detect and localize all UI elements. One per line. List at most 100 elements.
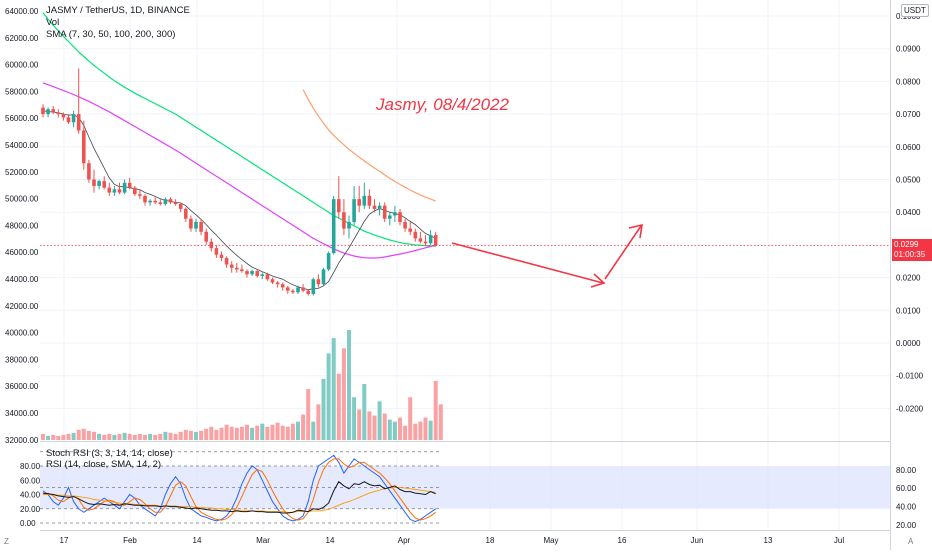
- volume-label[interactable]: Vol: [46, 17, 60, 28]
- candle-body: [347, 222, 351, 229]
- left-axis-tick: 32000.00: [5, 436, 39, 445]
- right-axis-tick: 0.0500: [896, 176, 921, 185]
- candle-body: [107, 187, 112, 193]
- candle-body: [204, 231, 208, 242]
- volume-bar: [341, 348, 346, 440]
- candle-body: [428, 235, 433, 244]
- osc-right-tick: 40.00: [896, 503, 917, 512]
- candle-body: [41, 107, 45, 115]
- left-price-axis: 64000.00 62000.00 60000.00 58000.00 56000.00…: [5, 7, 39, 445]
- volume-bar: [408, 397, 413, 440]
- volume-bar: [270, 424, 275, 440]
- osc-right-tick: 20.00: [896, 521, 917, 530]
- symbol-title[interactable]: JASMY / TetherUS, 1D, BINANCE: [46, 5, 190, 16]
- candle-body: [250, 271, 254, 275]
- candle-body: [168, 199, 173, 203]
- right-price-axis[interactable]: 0.10000.09000.08000.07000.06000.05000.04…: [896, 12, 924, 413]
- volume-bar: [173, 433, 178, 440]
- annotation-text[interactable]: Jasmy, 08/4/2022: [375, 95, 509, 114]
- volume-bar: [372, 415, 377, 440]
- candle-body: [357, 199, 361, 206]
- volume-bars: [41, 330, 443, 440]
- volume-bar: [158, 433, 163, 440]
- left-axis-tick: 62000.00: [5, 34, 39, 43]
- candle-body: [306, 290, 310, 294]
- sma-label[interactable]: SMA (7, 30, 50, 100, 200, 300): [46, 29, 176, 40]
- left-axis-tick: 40000.00: [5, 329, 39, 338]
- volume-bar: [178, 431, 183, 440]
- candle-body: [270, 279, 275, 283]
- currency-badge[interactable]: USDT: [901, 4, 929, 17]
- candle-body: [423, 241, 428, 244]
- time-axis-tick: Feb: [123, 536, 137, 545]
- volume-bar: [137, 433, 142, 440]
- candle-body: [255, 271, 259, 276]
- volume-bar: [250, 427, 255, 440]
- volume-bar: [188, 430, 193, 440]
- left-axis-tick: 54000.00: [5, 141, 39, 150]
- volume-bar: [224, 424, 229, 440]
- candle-body: [240, 269, 244, 272]
- volume-bar: [428, 420, 433, 440]
- left-axis-tick: 58000.00: [5, 87, 39, 96]
- forecast-arrows: [451, 223, 643, 288]
- volume-bar: [92, 431, 96, 440]
- candle-body: [97, 181, 101, 187]
- time-axis-tick: Jun: [691, 536, 704, 545]
- volume-bar: [81, 428, 86, 440]
- time-axis[interactable]: 17 Feb 14 Mar 14 Apr 18 May 16 Jun 13 Jul: [60, 536, 845, 545]
- volume-bar: [245, 424, 249, 440]
- sma100-line: [42, 82, 436, 259]
- candle-body: [301, 287, 305, 291]
- left-axis-tick: 42000.00: [5, 302, 39, 311]
- last-price-value: 0.0299: [894, 240, 919, 249]
- volume-bar: [168, 432, 173, 440]
- candle-body: [189, 218, 193, 229]
- osc-left-tick: 0.00: [20, 519, 36, 528]
- right-axis-tick: 0.0900: [896, 45, 921, 54]
- left-axis-tick: 48000.00: [5, 221, 39, 230]
- volume-bar: [377, 401, 382, 440]
- candle-body: [291, 290, 295, 293]
- volume-bar: [86, 430, 91, 440]
- volume-bar: [316, 404, 321, 440]
- left-axis-tick: 50000.00: [5, 195, 39, 204]
- candle-body: [158, 202, 163, 205]
- volume-bar: [112, 434, 117, 440]
- stoch-rsi-label[interactable]: Stoch RSI (3, 3, 14, 14, close): [46, 448, 173, 459]
- volume-bar: [311, 421, 316, 440]
- volume-bar: [347, 330, 351, 440]
- candle-body: [326, 253, 331, 270]
- time-axis-tick: May: [543, 536, 558, 545]
- rsi-line: [42, 480, 436, 514]
- rsi-label[interactable]: RSI (14, close, SMA, 14, 2): [46, 459, 162, 470]
- left-axis-tick: 60000.00: [5, 61, 39, 70]
- volume-bar: [107, 433, 112, 440]
- candle-body: [133, 187, 137, 195]
- candle-body: [393, 212, 397, 216]
- time-axis-tick: 13: [764, 536, 773, 545]
- candle-body: [51, 109, 55, 113]
- volume-bar: [423, 417, 428, 440]
- volume-bar: [234, 427, 239, 440]
- candle-body: [433, 235, 438, 246]
- last-price-tag: 0.0299 01:00:35: [892, 239, 932, 261]
- auto-scale-toggle[interactable]: A: [908, 537, 914, 546]
- rsi-ma-line: [43, 486, 436, 513]
- volume-bar: [219, 427, 224, 440]
- sma300-line: [302, 89, 436, 202]
- volume-bar: [367, 411, 372, 440]
- volume-bar: [199, 430, 204, 440]
- volume-bar: [382, 413, 387, 440]
- time-axis-tick: 14: [193, 536, 202, 545]
- candle-body: [418, 238, 423, 242]
- candle-body: [280, 284, 285, 288]
- candle-body: [388, 215, 392, 219]
- candle-body: [194, 222, 198, 229]
- volume-bar: [433, 380, 438, 440]
- zoom-toggle[interactable]: Z: [4, 537, 9, 546]
- volume-bar: [403, 425, 408, 440]
- sma-lines: [42, 12, 436, 291]
- volume-bar: [352, 397, 357, 440]
